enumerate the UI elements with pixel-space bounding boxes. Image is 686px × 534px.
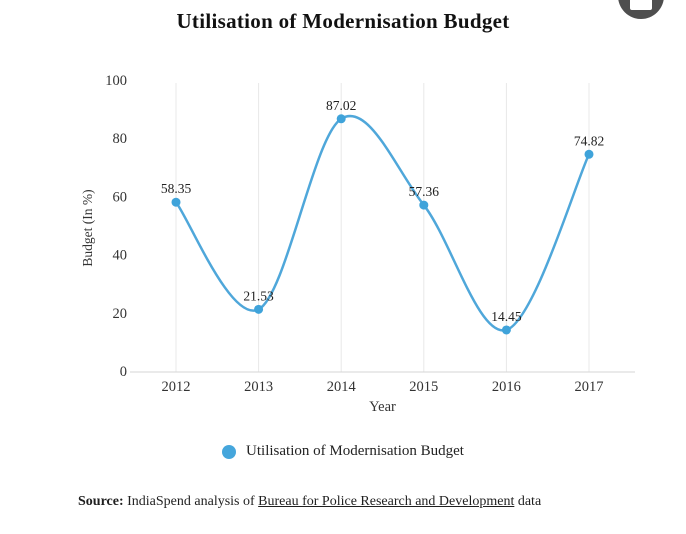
data-point[interactable] [584, 149, 594, 159]
data-point[interactable] [419, 200, 429, 210]
y-tick-label: 0 [120, 364, 127, 380]
series-line [174, 114, 591, 332]
source-text: IndiaSpend analysis of [123, 494, 259, 509]
y-tick-label: 40 [113, 248, 128, 264]
data-point[interactable] [501, 325, 511, 335]
data-label: 57.36 [409, 184, 440, 199]
y-tick-label: 80 [113, 131, 128, 147]
data-point[interactable] [171, 197, 181, 207]
x-tick-label: 2013 [244, 379, 273, 395]
data-point[interactable] [336, 114, 346, 124]
x-axis-title: Year [369, 399, 396, 415]
x-tick-label: 2016 [492, 379, 521, 395]
y-tick-label: 100 [105, 73, 127, 89]
menu-icon [630, 0, 652, 10]
data-label: 21.53 [243, 288, 274, 303]
legend-item[interactable]: Utilisation of Modernisation Budget [0, 443, 686, 460]
source-prefix: Source: [78, 494, 124, 509]
data-label: 14.45 [491, 309, 522, 324]
legend-marker-icon [222, 444, 237, 459]
chart-title: Utilisation of Modernisation Budget [176, 9, 510, 33]
export-menu-button[interactable] [618, 0, 664, 19]
y-axis-title: Budget (In %) [80, 189, 95, 266]
data-point[interactable] [254, 304, 264, 314]
source-suffix: data [514, 494, 542, 509]
x-tick-label: 2012 [162, 379, 191, 395]
line-chart: 2012 2013 2014 2015 2016 2017 0 20 40 60 80 100 Budg… [80, 73, 635, 415]
y-tick-label: 20 [113, 306, 128, 322]
source-link[interactable]: Bureau for Police Research and Developme… [258, 494, 515, 509]
y-tick-label: 60 [113, 189, 128, 205]
legend-label: Utilisation of Modernisation Budget [246, 443, 464, 459]
x-tick-label: 2015 [409, 379, 438, 395]
data-label: 87.02 [326, 98, 356, 113]
data-label: 58.35 [161, 181, 192, 196]
data-label: 74.82 [574, 133, 604, 148]
x-tick-label: 2017 [575, 379, 604, 395]
x-tick-label: 2014 [327, 379, 357, 395]
source-line: Source: IndiaSpend analysis of Bureau fo… [78, 494, 541, 510]
